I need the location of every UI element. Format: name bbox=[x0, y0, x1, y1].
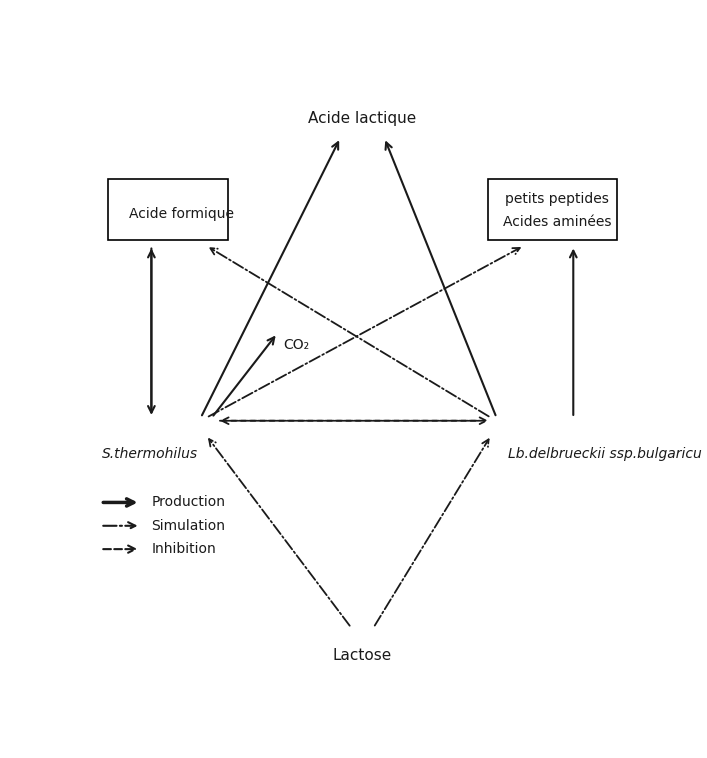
Text: Acide formique: Acide formique bbox=[129, 206, 234, 221]
Bar bbox=[107, 179, 228, 240]
Text: Lactose: Lactose bbox=[333, 648, 392, 663]
Text: Acide lactique: Acide lactique bbox=[308, 111, 416, 126]
Text: Lb.delbrueckii ssp.bulgaricu: Lb.delbrueckii ssp.bulgaricu bbox=[508, 447, 701, 461]
Text: petits peptides
Acides aminées: petits peptides Acides aminées bbox=[503, 193, 611, 229]
Text: S.thermohilus: S.thermohilus bbox=[102, 447, 198, 461]
Bar bbox=[489, 179, 617, 240]
Text: Inhibition: Inhibition bbox=[151, 542, 216, 556]
Text: CO₂: CO₂ bbox=[283, 338, 309, 352]
Text: Production: Production bbox=[151, 496, 226, 509]
Text: Simulation: Simulation bbox=[151, 518, 226, 533]
